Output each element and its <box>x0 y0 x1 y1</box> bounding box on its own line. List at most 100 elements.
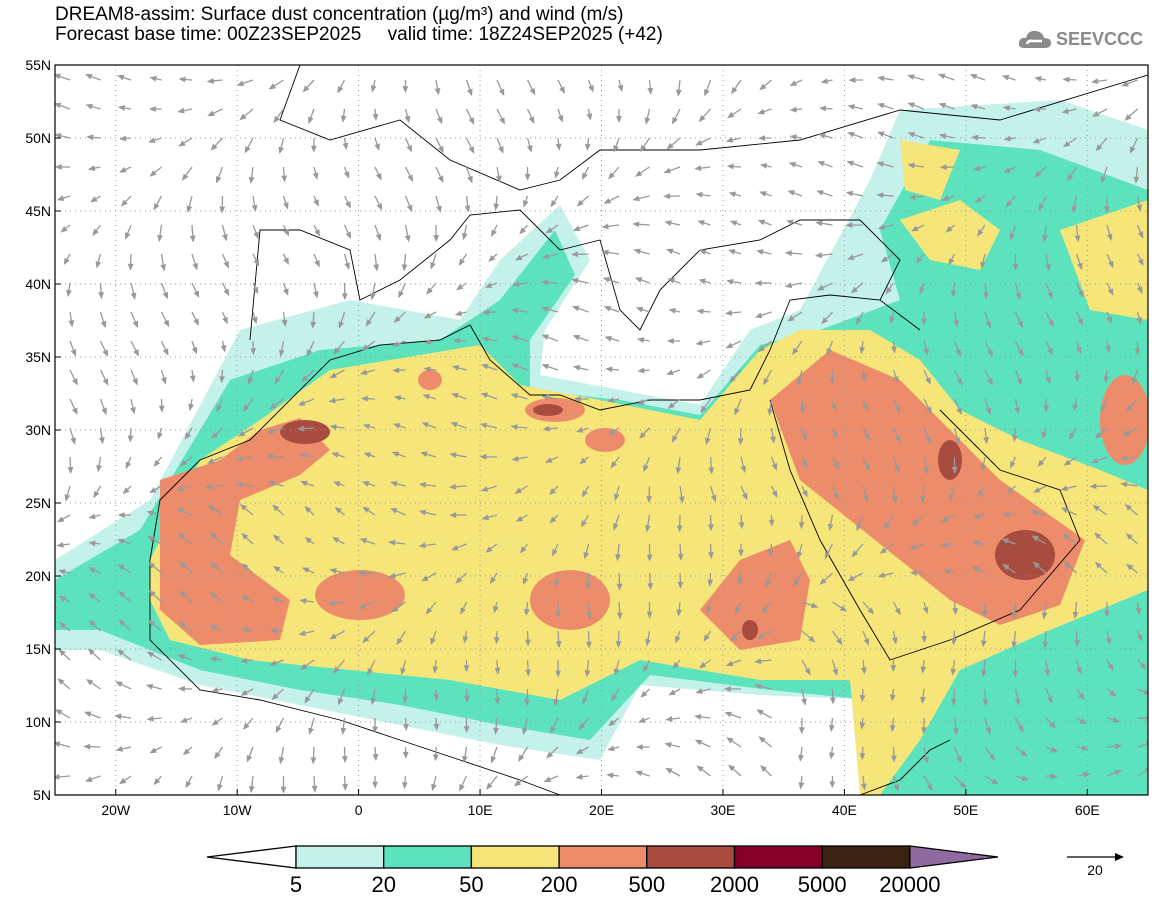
wind-arrow-head <box>402 696 409 704</box>
wind-arrow-head <box>889 694 896 702</box>
lon-tick-label: 40E <box>832 802 857 818</box>
wind-arrow-head <box>359 369 368 376</box>
wind-arrow-head <box>1124 504 1132 511</box>
wind-arrow-head <box>666 338 674 344</box>
wind-arrow-head <box>524 699 531 707</box>
wind-arrow-head <box>726 278 734 285</box>
wind-arrow-head <box>891 496 898 504</box>
wind-arrow-head <box>666 369 674 376</box>
wind-arrow-head <box>467 175 473 184</box>
wind-arrow-head <box>801 460 808 469</box>
wind-arrow-head <box>211 719 219 726</box>
wind-arrow-head <box>488 255 496 262</box>
wind-arrow-head <box>426 287 433 295</box>
wind-arrow-head <box>571 251 579 258</box>
wind-arrow-head <box>272 504 280 512</box>
wind-arrow-head <box>788 162 797 168</box>
wind-arrow-head <box>510 424 518 430</box>
wind-arrow-head <box>1119 455 1128 462</box>
wind-arrow-head <box>118 619 126 626</box>
wind-arrow-head <box>737 438 744 446</box>
wind-arrow-head <box>283 202 289 210</box>
wind-arrow-head <box>559 86 565 95</box>
wind-arrow-head <box>463 665 470 673</box>
wind-arrow-head <box>770 436 776 444</box>
wind-arrow-head <box>985 407 992 416</box>
wind-arrow-head <box>851 550 859 558</box>
wind-arrow-head <box>519 546 527 554</box>
wind-arrow-head <box>789 80 797 87</box>
wind-arrow-head <box>454 310 463 317</box>
wind-arrow-head <box>1104 206 1110 214</box>
wind-arrow-head <box>1002 563 1010 571</box>
wind-arrow-head <box>394 395 402 401</box>
wind-arrow-head <box>1100 404 1107 413</box>
wind-arrow-head <box>894 405 901 413</box>
lat-tick-label: 10N <box>25 714 51 730</box>
wind-arrow-head <box>1129 146 1136 154</box>
wind-arrow-head <box>635 744 643 750</box>
wind-arrow-head <box>923 466 930 475</box>
wind-arrow-head <box>162 348 169 356</box>
wind-arrow-head <box>580 520 587 528</box>
wind-arrow-head <box>972 566 980 573</box>
wind-arrow-head <box>890 665 897 673</box>
lat-tick-label: 25N <box>25 495 51 511</box>
wind-arrow-head <box>275 725 282 734</box>
wind-arrow-head <box>571 277 579 284</box>
wind-arrow-head <box>1136 204 1143 212</box>
wind-arrow-head <box>754 683 762 690</box>
wind-arrow-head <box>372 753 379 762</box>
wind-arrow-head <box>1081 745 1090 751</box>
wind-arrow-head <box>491 229 497 237</box>
wind-arrow-head <box>269 660 277 666</box>
wind-arrow-head <box>372 726 378 734</box>
wind-arrow-head <box>734 606 741 615</box>
wind-arrow-head <box>698 278 706 285</box>
wind-reference-arrow: 20 <box>1067 853 1124 878</box>
wind-arrow-head <box>102 378 109 386</box>
wind-arrow-head <box>729 634 738 642</box>
wind-arrow-head <box>360 395 368 402</box>
wind-arrow-head <box>767 549 774 558</box>
wind-arrow-head <box>524 639 531 647</box>
wind-arrow-head <box>863 638 870 646</box>
wind-arrow-head <box>498 88 505 97</box>
wind-arrow-head <box>88 513 96 520</box>
wind-arrow-head <box>114 713 122 720</box>
colorbar-swatch <box>646 845 736 869</box>
wind-arrow-head <box>952 607 959 616</box>
wind-arrow-head <box>923 756 929 764</box>
wind-arrow-head <box>304 696 311 704</box>
wind-arrow-head <box>98 292 105 300</box>
wind-arrow-head <box>876 131 885 138</box>
wind-arrow-head <box>706 606 712 614</box>
wind-arrow-head <box>911 519 919 527</box>
lon-tick-label: 30E <box>710 802 735 818</box>
wind-arrow-head <box>1001 538 1009 544</box>
wind-arrow-head <box>450 421 458 428</box>
wind-arrow-head <box>372 113 379 122</box>
wind-arrow-head <box>85 103 93 110</box>
wind-arrow-head <box>298 452 306 459</box>
wind-arrow-head <box>148 137 156 144</box>
wind-arrow-head <box>178 621 186 629</box>
wind-arrow-head <box>859 753 866 761</box>
wind-arrow-head <box>87 567 96 573</box>
wind-arrow-head <box>1031 535 1039 542</box>
wind-arrow-head <box>96 464 102 473</box>
colorbar-level-label: 5 <box>290 872 302 897</box>
wind-arrow-head <box>460 607 466 615</box>
wind-arrow-head <box>1041 612 1048 620</box>
wind-arrow-head <box>1072 611 1079 620</box>
wind-arrow-head <box>1042 641 1049 649</box>
logo-text: SEEVCCC <box>1056 28 1144 49</box>
wind-arrow-head <box>676 609 683 617</box>
wind-arrow-head <box>217 783 223 792</box>
wind-arrow-head <box>1041 235 1048 243</box>
wind-arrow-head <box>909 569 917 576</box>
wind-arrow-head <box>299 598 307 604</box>
wind-arrow-head <box>1043 405 1049 413</box>
wind-arrow-head <box>1106 233 1113 242</box>
wind-arrow-head <box>828 752 835 760</box>
